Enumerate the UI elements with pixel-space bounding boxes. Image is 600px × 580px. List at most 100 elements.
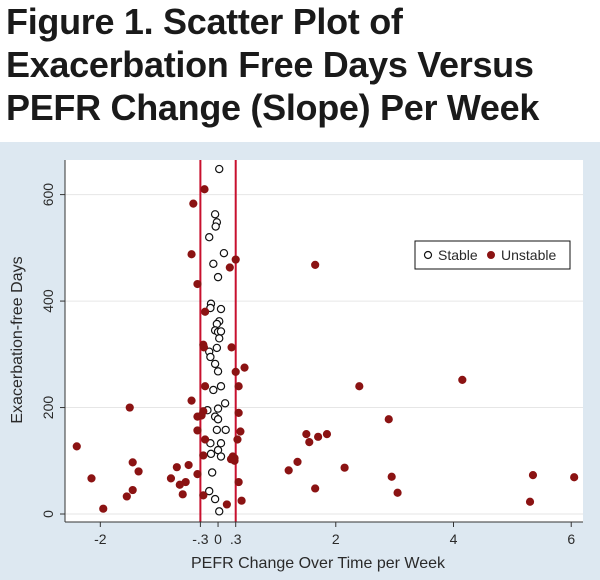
unstable-point-45 xyxy=(193,469,202,479)
stable-point-36 xyxy=(207,468,217,477)
stable-point-28 xyxy=(213,415,223,424)
stable-point-34 xyxy=(206,449,216,459)
unstable-point-52 xyxy=(122,492,131,501)
unstable-point-20 xyxy=(384,415,393,424)
unstable-point-57 xyxy=(387,472,396,481)
unstable-point-43 xyxy=(340,463,349,472)
stable-point-22 xyxy=(216,382,226,391)
unstable-point-18 xyxy=(187,396,196,405)
unstable-point-19 xyxy=(234,408,243,417)
unstable-point-15 xyxy=(458,375,467,384)
legend-label-unstable: Unstable xyxy=(501,247,556,263)
plot-area xyxy=(65,160,583,522)
y-axis-label: Exacerbation-free Days xyxy=(9,256,26,423)
stable-point-23 xyxy=(209,385,218,395)
unstable-point-40 xyxy=(128,458,137,467)
unstable-point-5 xyxy=(311,260,320,269)
unstable-point-23 xyxy=(193,412,202,421)
stable-point-38 xyxy=(210,494,220,504)
x-axis-label: PEFR Change Over Time per Week xyxy=(191,555,446,572)
unstable-point-13 xyxy=(234,382,243,391)
stable-point-37 xyxy=(205,486,214,496)
stable-point-19 xyxy=(206,352,215,362)
unstable-point-29 xyxy=(305,438,314,447)
unstable-point-47 xyxy=(166,474,176,483)
unstable-point-61 xyxy=(237,496,246,505)
unstable-point-30 xyxy=(193,426,202,435)
unstable-point-9 xyxy=(199,343,209,352)
unstable-point-44 xyxy=(284,466,293,475)
x-tick-label-5: 4 xyxy=(450,531,458,547)
unstable-point-32 xyxy=(72,442,81,451)
legend-label-stable: Stable xyxy=(438,247,478,263)
unstable-point-2 xyxy=(187,250,196,259)
unstable-point-56 xyxy=(393,488,402,497)
unstable-point-60 xyxy=(525,497,535,506)
unstable-point-46 xyxy=(87,474,96,483)
unstable-point-63 xyxy=(175,480,184,489)
unstable-point-1 xyxy=(189,199,198,208)
unstable-point-49 xyxy=(234,477,243,487)
unstable-point-58 xyxy=(528,471,538,480)
stable-point-32 xyxy=(216,439,226,448)
unstable-point-31 xyxy=(200,435,210,444)
unstable-point-26 xyxy=(322,430,332,439)
axes: 0 200 400 600 -2 -.3 0 .3 2 4 6 xyxy=(40,160,583,547)
figure-title-line-1: Figure 1. Scatter Plot of xyxy=(6,1,403,42)
x-tick-label-1: -.3 xyxy=(192,531,209,547)
stable-point-30 xyxy=(221,425,230,435)
unstable-point-27 xyxy=(314,432,323,441)
unstable-point-25 xyxy=(302,430,311,439)
unstable-point-38 xyxy=(293,457,302,466)
unstable-point-11 xyxy=(240,363,249,372)
stable-point-29 xyxy=(212,425,222,435)
y-tick-label-0: 0 xyxy=(40,510,56,518)
stable-point-0 xyxy=(215,164,224,174)
unstable-point-42 xyxy=(134,467,143,476)
unstable-point-4 xyxy=(225,263,234,272)
stable-point-17 xyxy=(212,343,222,353)
figure-title: Figure 1. Scatter Plot of Exacerbation F… xyxy=(6,0,596,129)
stable-point-39 xyxy=(215,507,224,516)
stable-point-4 xyxy=(205,232,214,242)
figure-title-line-3: PEFR Change (Slope) Per Week xyxy=(6,87,540,128)
stable-point-26 xyxy=(213,404,223,413)
unstable-point-24 xyxy=(236,427,245,436)
stable-point-1 xyxy=(210,210,220,219)
unstable-point-3 xyxy=(231,255,240,264)
unstable-point-12 xyxy=(231,367,240,376)
stable-point-3 xyxy=(211,222,220,231)
unstable-point-6 xyxy=(193,279,202,289)
stable-point-16 xyxy=(215,334,224,343)
unstable-point-10 xyxy=(227,343,236,352)
unstable-point-17 xyxy=(125,403,134,412)
legend: Stable Unstable xyxy=(414,240,571,270)
unstable-point-14 xyxy=(355,382,364,391)
unstable-point-55 xyxy=(222,500,231,509)
y-tick-label-2: 400 xyxy=(40,289,56,313)
unstable-point-28 xyxy=(233,435,242,444)
stable-point-20 xyxy=(210,359,220,369)
stable-point-5 xyxy=(219,248,229,258)
stable-point-24 xyxy=(220,399,230,408)
unstable-point-37 xyxy=(199,451,208,460)
grid-lines xyxy=(65,194,583,515)
unstable-point-51 xyxy=(128,485,137,495)
legend-marker-stable xyxy=(423,250,433,260)
x-tick-label-0: -2 xyxy=(94,531,107,547)
stable-point-7 xyxy=(213,272,223,282)
unstable-point-50 xyxy=(311,484,320,493)
unstable-point-54 xyxy=(199,491,208,500)
x-tick-label-6: 6 xyxy=(567,531,575,547)
x-tick-label-4: 2 xyxy=(332,531,340,547)
unstable-point-59 xyxy=(570,473,579,482)
y-tick-label-1: 200 xyxy=(40,396,56,420)
x-tick-label-2: 0 xyxy=(214,531,222,547)
stable-point-15 xyxy=(216,327,226,336)
figure-title-line-2: Exacerbation Free Days Versus xyxy=(6,44,534,85)
legend-marker-unstable xyxy=(487,251,495,259)
stable-point-10 xyxy=(216,304,226,314)
unstable-point-39 xyxy=(172,463,181,472)
unstable-point-41 xyxy=(184,460,193,470)
